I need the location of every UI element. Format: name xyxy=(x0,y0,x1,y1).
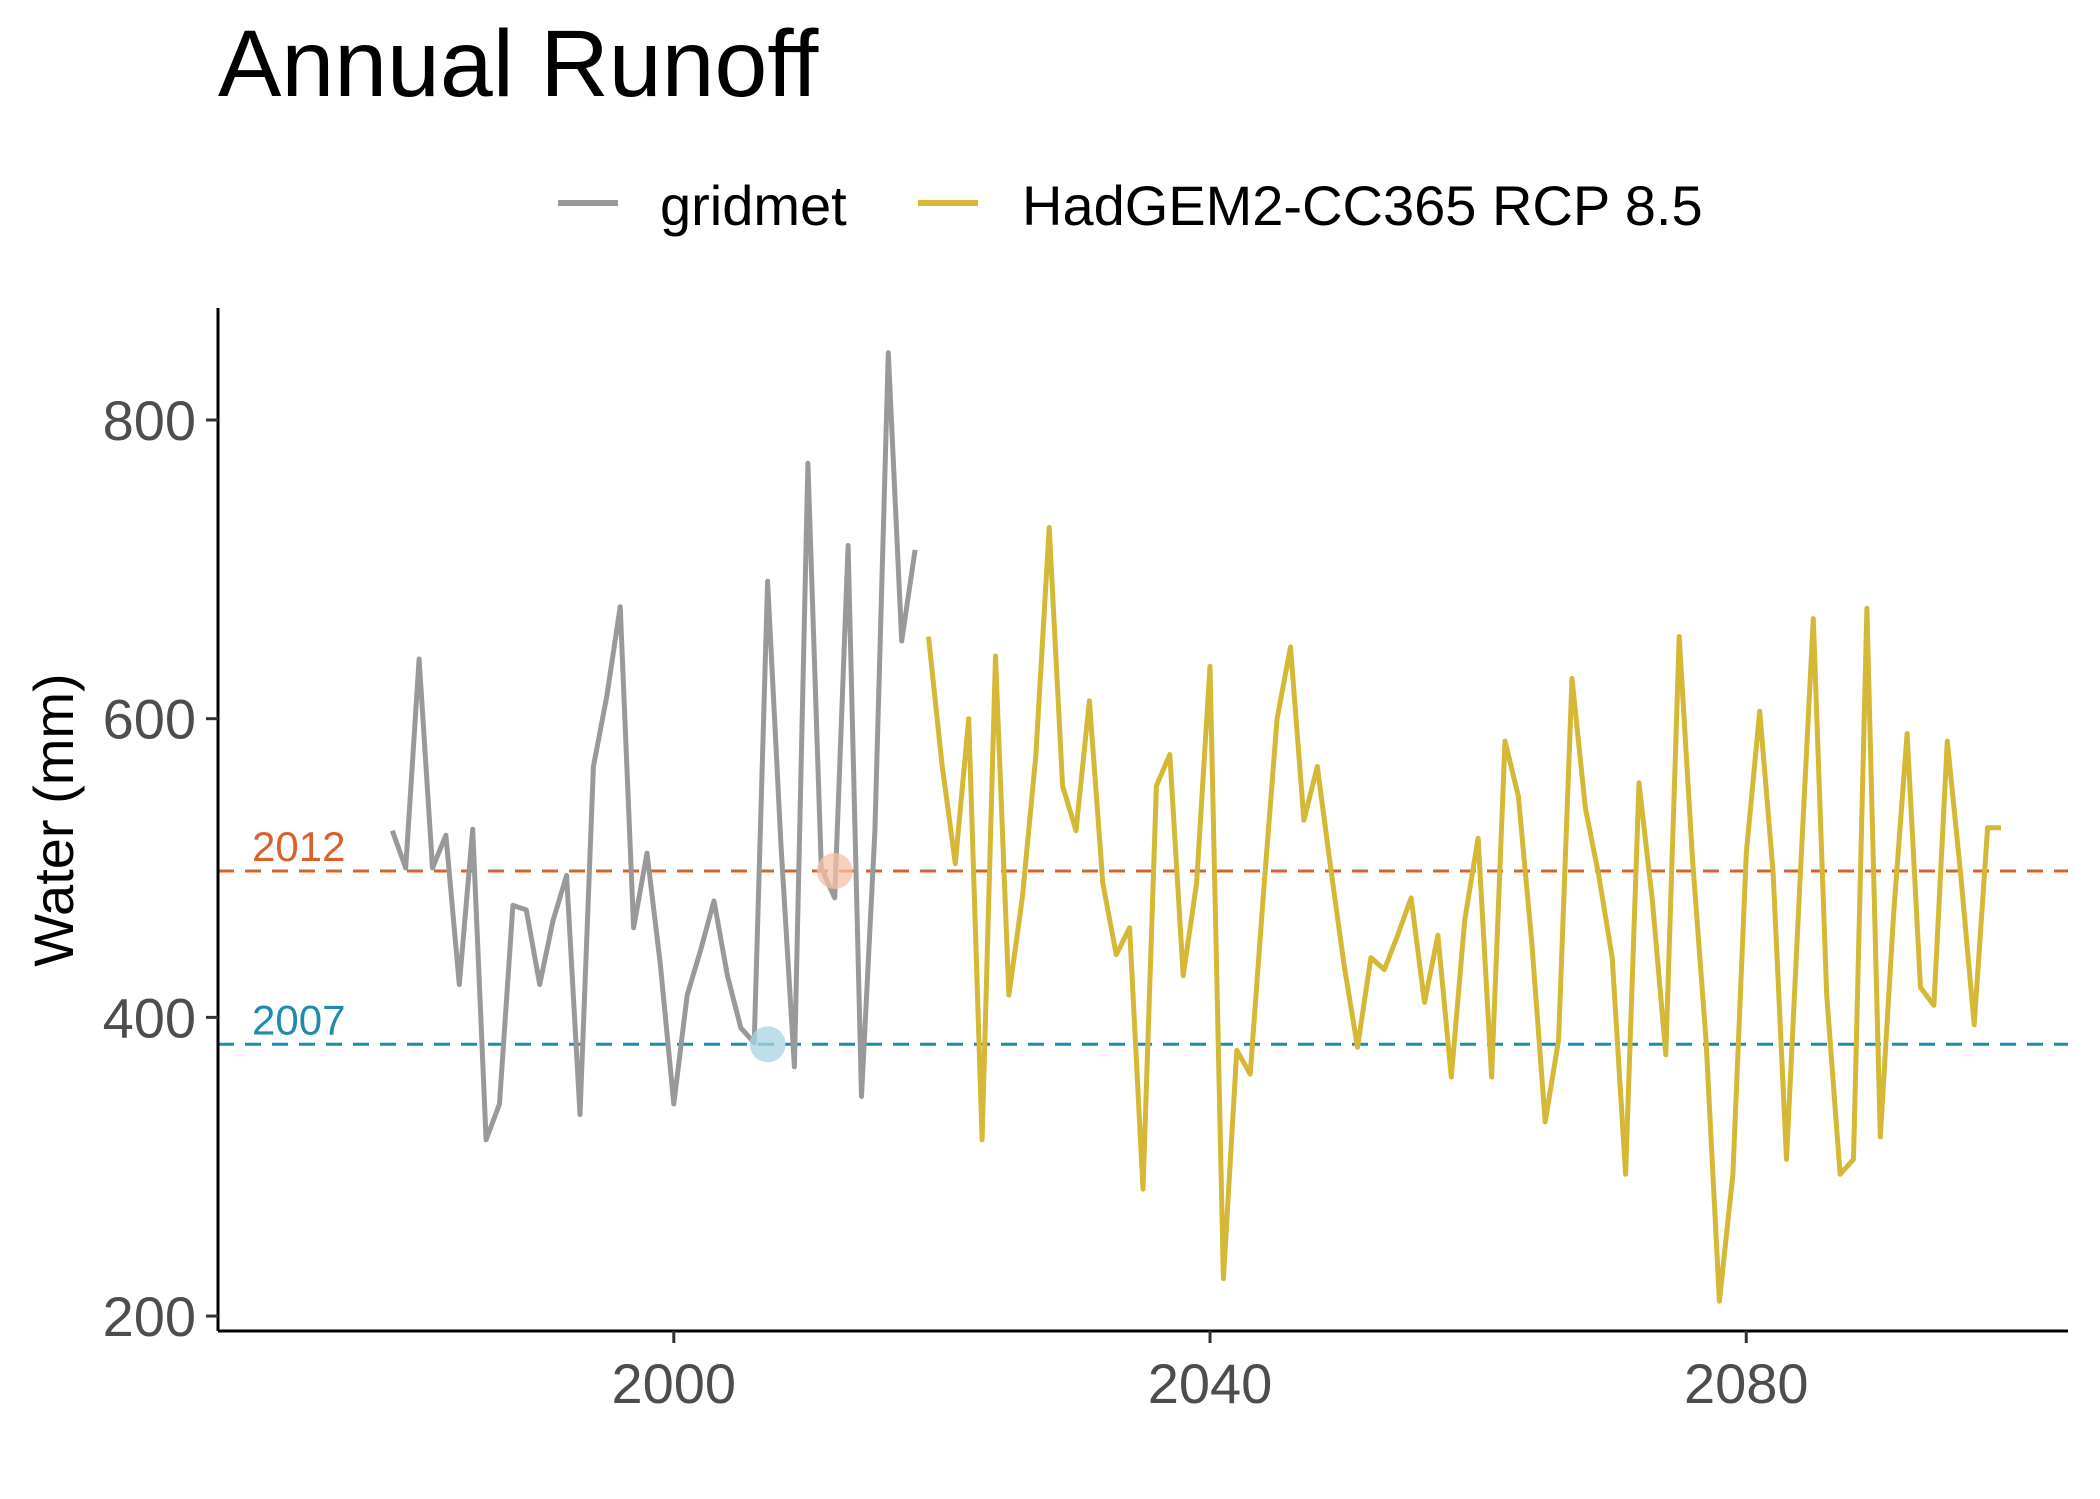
x-tick-label-2080: 2080 xyxy=(1684,1352,1809,1415)
axes xyxy=(216,308,2068,1333)
series-line-hadgem2-cc365 xyxy=(926,525,2001,1304)
y-tick-label-400: 400 xyxy=(103,986,196,1049)
series-group xyxy=(389,350,2001,1304)
reference-lines xyxy=(218,869,2068,1046)
y-tick-label-600: 600 xyxy=(103,688,196,751)
x-ticks: 2000 2040 2080 xyxy=(612,1331,1809,1415)
highlight-point-2012 xyxy=(816,853,853,890)
legend: gridmet HadGEM2-CC365 RCP 8.5 xyxy=(558,174,1703,237)
reference-label-2012: 2012 xyxy=(252,823,345,870)
legend-label-gridmet: gridmet xyxy=(660,174,847,237)
x-tick-label-2000: 2000 xyxy=(612,1352,737,1415)
y-axis-title: Water (mm) xyxy=(22,673,85,966)
x-tick-label-2040: 2040 xyxy=(1148,1352,1273,1415)
legend-label-hadgem: HadGEM2-CC365 RCP 8.5 xyxy=(1022,174,1703,237)
highlight-point-2007 xyxy=(749,1026,786,1063)
highlight-points xyxy=(749,853,853,1063)
series-line-gridmet xyxy=(389,350,918,1143)
reference-label-2007: 2007 xyxy=(252,996,345,1043)
reference-labels: 2012 2007 xyxy=(252,823,345,1043)
y-tick-label-800: 800 xyxy=(103,389,196,452)
y-ticks: 200 400 600 800 xyxy=(103,389,218,1348)
chart-title: Annual Runoff xyxy=(218,11,819,117)
y-tick-label-200: 200 xyxy=(103,1285,196,1348)
